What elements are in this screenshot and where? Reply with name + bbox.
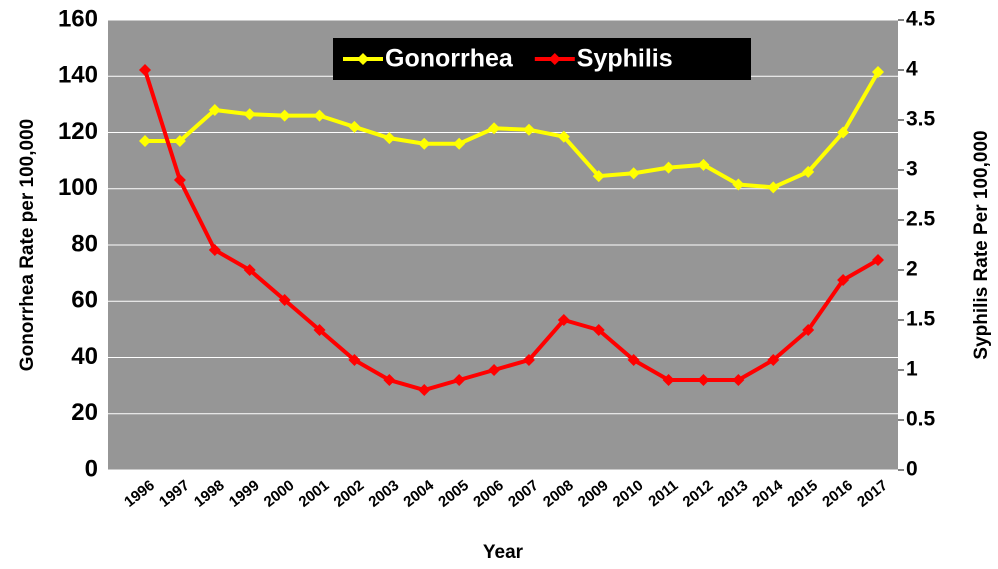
marker <box>208 104 221 116</box>
y-axis-label: Gonorrhea Rate per 100,000 <box>17 119 38 371</box>
y-tick-label: 80 <box>71 230 98 257</box>
legend-marker <box>548 53 561 65</box>
y2-axis-label: Syphilis Rate Per 100,000 <box>971 130 992 359</box>
y2-tick-label: 1 <box>906 358 918 381</box>
x-tick-label: 2003 <box>365 477 402 511</box>
marker <box>453 374 466 386</box>
marker <box>488 122 501 135</box>
x-tick-label: 2014 <box>749 476 786 510</box>
y-tick-label: 20 <box>71 399 98 426</box>
y2-tick-label: 1.5 <box>906 308 936 331</box>
marker <box>697 374 710 386</box>
y2-tick-label: 0 <box>906 458 918 481</box>
marker <box>278 109 291 122</box>
y-tick-label: 160 <box>58 5 98 32</box>
x-tick-label: 1999 <box>226 477 263 511</box>
y2-tick-label: 3.5 <box>906 108 936 131</box>
x-tick-label: 2015 <box>784 477 821 511</box>
y-tick-label: 0 <box>85 455 98 482</box>
marker <box>522 354 535 366</box>
y2-tick-label: 4 <box>906 58 918 81</box>
marker <box>872 254 884 266</box>
x-tick-label: 2016 <box>819 477 856 511</box>
y-tick-label: 100 <box>58 174 98 201</box>
y2-tick-label: 3 <box>906 158 918 181</box>
x-tick-label: 2000 <box>261 477 298 511</box>
x-tick-label: 2013 <box>715 477 752 511</box>
marker <box>453 137 466 150</box>
marker <box>767 354 780 366</box>
marker <box>767 181 780 194</box>
marker <box>418 137 431 150</box>
marker <box>313 324 326 336</box>
series-line <box>145 71 880 190</box>
x-tick-label: 2017 <box>854 477 891 511</box>
marker <box>592 170 605 183</box>
y2-tick-label: 2.5 <box>906 208 936 231</box>
marker <box>243 264 256 276</box>
x-tick-label: 2007 <box>505 477 542 511</box>
marker <box>383 132 396 145</box>
marker <box>802 324 815 336</box>
x-tick-label: 2002 <box>331 477 368 511</box>
marker <box>522 123 535 136</box>
x-tick-label: 1997 <box>156 477 193 511</box>
y2-tick-label: 4.5 <box>906 8 936 31</box>
marker <box>173 174 186 186</box>
marker <box>313 109 326 122</box>
marker <box>732 178 745 191</box>
marker <box>627 167 640 180</box>
x-tick-label: 2011 <box>645 477 681 510</box>
x-tick-label: 2010 <box>610 477 647 511</box>
x-tick-label: 1996 <box>121 477 158 511</box>
marker <box>837 274 850 286</box>
x-tick-label: 2009 <box>575 477 612 511</box>
marker <box>488 364 501 376</box>
legend-label: Gonorrhea <box>385 45 514 73</box>
marker <box>837 126 850 139</box>
marker <box>592 324 605 336</box>
marker <box>662 374 675 386</box>
x-axis-label: Year <box>483 542 524 563</box>
marker <box>802 165 815 178</box>
legend-label: Syphilis <box>577 45 673 73</box>
x-tick-label: 2012 <box>680 477 717 511</box>
marker <box>557 130 570 143</box>
marker <box>139 134 151 147</box>
marker <box>173 134 186 147</box>
x-tick-label: 2001 <box>296 477 333 511</box>
marker <box>627 354 640 366</box>
marker <box>278 294 291 306</box>
marker <box>348 354 361 366</box>
x-tick-label: 1998 <box>191 477 228 511</box>
marker <box>872 66 884 79</box>
x-tick-label: 2004 <box>400 476 437 510</box>
marker <box>732 374 745 386</box>
y2-tick-label: 2 <box>906 258 918 281</box>
marker <box>139 64 151 76</box>
x-tick-label: 2006 <box>470 477 507 511</box>
y2-tick-label: 0.5 <box>906 408 936 431</box>
marker <box>383 374 396 386</box>
x-tick-label: 2008 <box>540 477 577 511</box>
legend-marker <box>357 53 369 65</box>
x-tick-label: 2005 <box>435 477 472 511</box>
marker <box>418 384 431 396</box>
y-tick-label: 60 <box>71 287 98 314</box>
marker <box>662 161 675 174</box>
marker <box>557 314 570 326</box>
marker <box>208 244 221 256</box>
y-tick-label: 140 <box>58 62 98 89</box>
y-tick-label: 120 <box>58 118 98 145</box>
marker <box>348 120 361 133</box>
y-tick-label: 40 <box>71 343 98 370</box>
marker <box>243 108 256 121</box>
series-line <box>143 69 879 393</box>
marker <box>697 158 710 171</box>
